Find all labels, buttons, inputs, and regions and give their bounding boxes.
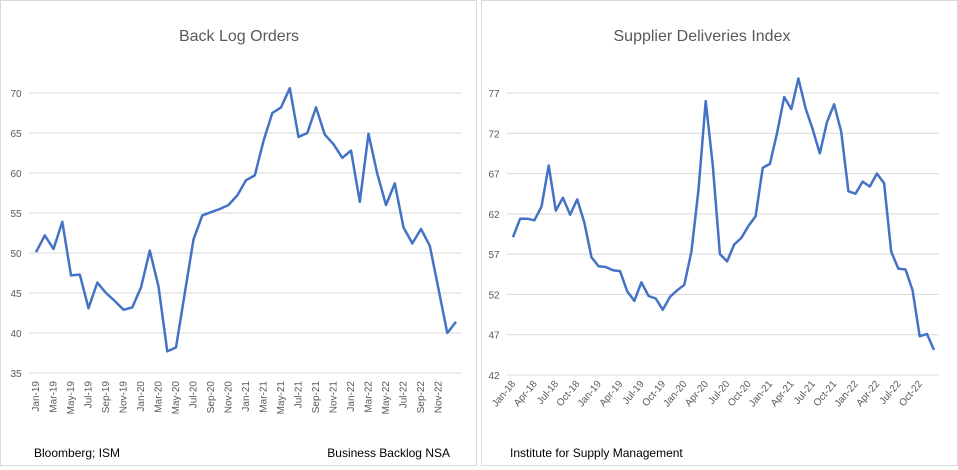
x-tick-label: May-19 <box>66 381 77 415</box>
x-tick-label: Nov-19 <box>119 381 130 414</box>
x-tick-label: Apr-18 <box>512 379 540 409</box>
series-line <box>511 77 936 351</box>
y-tick-label: 67 <box>488 170 500 181</box>
x-tick-label: Jan-22 <box>346 381 357 412</box>
backlog-orders-plot: Back Log Orders 35 40 45 50 55 60 65 70 Jan-19 M… <box>10 28 461 460</box>
x-tick-label: Nov-21 <box>329 381 340 414</box>
y-tick-label: 60 <box>10 169 22 180</box>
series-line <box>34 86 457 353</box>
x-tick-labels: Jan-19 Mar-19 May-19 Jul-19 Sep-19 Nov-19 Jan-… <box>31 381 445 415</box>
y-tick-label: 77 <box>488 89 500 100</box>
x-tick-label: Mar-21 <box>259 381 270 413</box>
note-label: Business Backlog NSA <box>327 446 450 460</box>
x-tick-label: Apr-22 <box>854 379 882 409</box>
x-tick-labels: Jan-18Apr-18Jul-18Oct-18Jan-19Apr-19Jul-… <box>490 379 925 410</box>
x-tick-label: Mar-19 <box>49 381 60 413</box>
y-tick-label: 72 <box>488 129 500 140</box>
x-tick-label: Jan-21 <box>241 381 252 412</box>
x-tick-label: Nov-20 <box>224 381 235 414</box>
x-tick-label: Sep-22 <box>416 381 427 414</box>
y-tick-labels: 42 47 52 57 62 67 72 77 <box>488 89 500 382</box>
x-tick-label: May-22 <box>381 381 392 415</box>
x-tick-label: Nov-22 <box>434 381 445 414</box>
x-tick-label: Jul-19 <box>84 381 95 409</box>
x-tick-label: Sep-19 <box>101 381 112 414</box>
source-label: Bloomberg; ISM <box>34 446 120 460</box>
y-tick-label: 62 <box>488 210 500 221</box>
x-tick-label: Sep-21 <box>311 381 322 414</box>
x-tick-label: Sep-20 <box>206 381 217 414</box>
x-tick-label: Apr-21 <box>769 379 797 409</box>
x-tick-label: Mar-22 <box>364 381 375 413</box>
y-tick-label: 65 <box>10 129 22 140</box>
x-tick-label: Jan-20 <box>136 381 147 412</box>
x-tick-label: May-21 <box>276 381 287 415</box>
y-tick-label: 40 <box>10 329 22 340</box>
supplier-deliveries-plot: Supplier Deliveries Index 42 47 52 57 62 67 72… <box>488 28 939 460</box>
y-tick-labels: 35 40 45 50 55 60 65 70 <box>10 89 22 380</box>
y-tick-label: 57 <box>488 250 500 261</box>
x-tick-label: Jan-19 <box>31 381 42 412</box>
chart-backlog-orders: Back Log Orders 35 40 45 50 55 60 65 70 Jan-19 M… <box>0 0 477 466</box>
x-tick-label: Oct-22 <box>897 379 925 409</box>
y-tick-label: 55 <box>10 209 22 220</box>
source-label: Institute for Supply Management <box>510 446 683 460</box>
y-tick-label: 45 <box>10 289 22 300</box>
x-tick-label: Jul-22 <box>399 381 410 409</box>
x-tick-label: Jul-20 <box>189 381 200 409</box>
y-tick-label: 50 <box>10 249 22 260</box>
x-tick-label: Jul-21 <box>294 381 305 409</box>
y-tick-label: 47 <box>488 331 500 342</box>
x-tick-label: May-20 <box>171 381 182 415</box>
y-tick-label: 35 <box>10 369 22 380</box>
x-tick-label: Apr-19 <box>598 379 626 409</box>
y-tick-label: 52 <box>488 290 500 301</box>
chart-title: Back Log Orders <box>179 28 299 45</box>
y-tick-label: 42 <box>488 371 500 382</box>
x-tick-label: Mar-20 <box>154 381 165 413</box>
y-tick-label: 70 <box>10 89 22 100</box>
chart-title: Supplier Deliveries Index <box>614 28 791 45</box>
chart-supplier-deliveries: Supplier Deliveries Index 42 47 52 57 62 67 72… <box>481 0 958 466</box>
gridlines <box>507 92 939 376</box>
x-tick-label: Apr-20 <box>683 379 711 409</box>
gridlines <box>29 92 461 374</box>
